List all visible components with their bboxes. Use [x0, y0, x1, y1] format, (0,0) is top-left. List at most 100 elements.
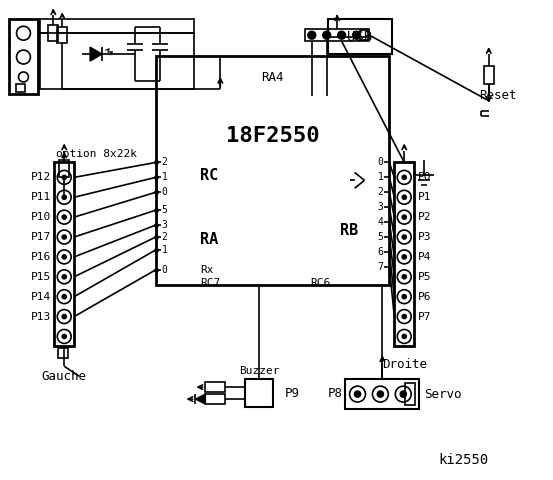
- Circle shape: [62, 335, 66, 338]
- Circle shape: [402, 215, 406, 219]
- Circle shape: [397, 310, 411, 324]
- Circle shape: [323, 31, 331, 39]
- Text: RC6: RC6: [310, 278, 330, 288]
- Polygon shape: [195, 394, 205, 404]
- Bar: [328, 19, 392, 54]
- Text: Reset: Reset: [479, 89, 517, 102]
- Text: Droite: Droite: [382, 358, 427, 371]
- Circle shape: [397, 329, 411, 343]
- Text: Gauche: Gauche: [41, 370, 87, 383]
- Circle shape: [377, 391, 383, 397]
- Text: 1: 1: [161, 172, 168, 182]
- Text: P13: P13: [31, 312, 51, 322]
- Circle shape: [397, 250, 411, 264]
- Text: 0: 0: [161, 187, 168, 197]
- Circle shape: [402, 255, 406, 259]
- Text: P8: P8: [328, 386, 343, 400]
- Circle shape: [17, 26, 30, 40]
- Circle shape: [58, 190, 71, 204]
- Circle shape: [395, 386, 411, 402]
- Text: option 8x22k: option 8x22k: [55, 148, 137, 158]
- Circle shape: [58, 270, 71, 284]
- Bar: [205, 394, 225, 404]
- Text: P17: P17: [31, 232, 51, 242]
- Polygon shape: [90, 47, 102, 61]
- Text: P0: P0: [418, 172, 432, 182]
- Text: 5: 5: [378, 232, 383, 242]
- Bar: [58, 27, 67, 43]
- Text: RC: RC: [200, 168, 218, 183]
- Circle shape: [62, 275, 66, 279]
- Bar: [484, 66, 494, 84]
- Text: RC7: RC7: [200, 278, 221, 288]
- Text: RA: RA: [200, 232, 218, 248]
- Text: 4: 4: [378, 217, 383, 227]
- Text: USB: USB: [347, 30, 373, 44]
- Bar: [8, 19, 38, 94]
- Text: ki2550: ki2550: [439, 453, 489, 467]
- Circle shape: [308, 31, 316, 39]
- Circle shape: [402, 195, 406, 199]
- Text: 2: 2: [161, 157, 168, 168]
- Circle shape: [400, 391, 406, 397]
- Bar: [359, 30, 368, 40]
- Circle shape: [402, 275, 406, 279]
- Circle shape: [58, 230, 71, 244]
- Text: Buzzer: Buzzer: [239, 366, 279, 376]
- Text: P4: P4: [418, 252, 432, 262]
- Circle shape: [402, 335, 406, 338]
- Circle shape: [58, 250, 71, 264]
- Bar: [205, 382, 225, 392]
- Circle shape: [353, 31, 361, 39]
- Text: 3: 3: [161, 220, 168, 230]
- Circle shape: [349, 386, 366, 402]
- Circle shape: [338, 31, 346, 39]
- Bar: [48, 25, 58, 41]
- Text: P1: P1: [418, 192, 432, 202]
- Text: 1: 1: [161, 245, 168, 255]
- Text: P6: P6: [418, 292, 432, 301]
- Text: 5: 5: [161, 205, 168, 215]
- Text: P10: P10: [31, 212, 51, 222]
- Text: Rx: Rx: [200, 265, 214, 275]
- Bar: [40, 19, 195, 89]
- Text: 0: 0: [378, 157, 383, 168]
- Text: 6: 6: [378, 247, 383, 257]
- Circle shape: [372, 386, 388, 402]
- Text: P3: P3: [418, 232, 432, 242]
- Text: 3: 3: [378, 202, 383, 212]
- Text: P16: P16: [31, 252, 51, 262]
- Circle shape: [397, 290, 411, 304]
- Circle shape: [402, 314, 406, 319]
- Circle shape: [17, 50, 30, 64]
- Bar: [305, 29, 369, 41]
- Circle shape: [354, 391, 361, 397]
- Text: P7: P7: [418, 312, 432, 322]
- Text: 2: 2: [378, 187, 383, 197]
- Bar: [59, 160, 69, 178]
- Bar: [156, 56, 389, 285]
- Bar: [394, 162, 414, 347]
- Text: P2: P2: [418, 212, 432, 222]
- Circle shape: [58, 329, 71, 343]
- Text: 1: 1: [378, 172, 383, 182]
- Text: P11: P11: [31, 192, 51, 202]
- Text: RB: RB: [340, 223, 358, 238]
- Text: 18F2550: 18F2550: [226, 126, 319, 145]
- Circle shape: [58, 210, 71, 224]
- Circle shape: [58, 290, 71, 304]
- Bar: [54, 162, 74, 347]
- Circle shape: [62, 195, 66, 199]
- Circle shape: [402, 235, 406, 239]
- Circle shape: [62, 255, 66, 259]
- Circle shape: [397, 190, 411, 204]
- Text: P14: P14: [31, 292, 51, 301]
- Circle shape: [18, 72, 28, 82]
- Circle shape: [397, 230, 411, 244]
- Text: P15: P15: [31, 272, 51, 282]
- Circle shape: [402, 175, 406, 180]
- Text: 0: 0: [161, 265, 168, 275]
- Text: P9: P9: [285, 386, 300, 400]
- Text: 7: 7: [378, 262, 383, 272]
- Bar: [345, 379, 419, 409]
